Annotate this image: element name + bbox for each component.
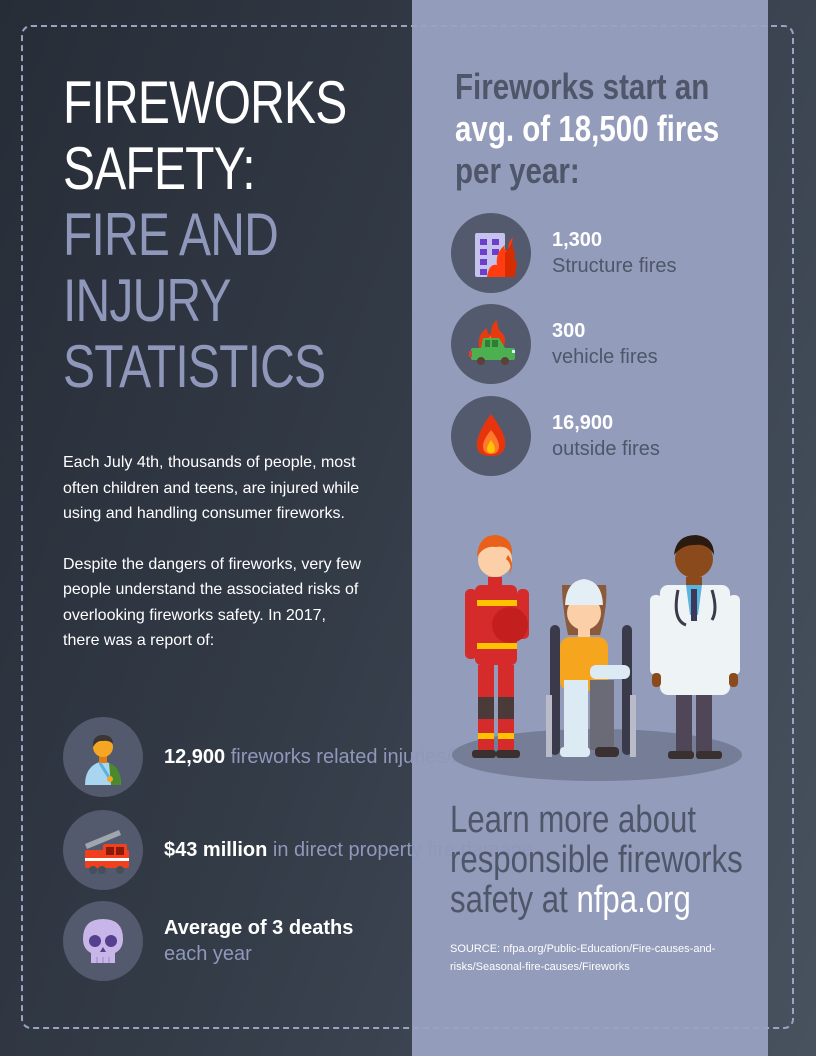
intro-paragraph-2: Despite the dangers of fireworks, very f…: [63, 555, 361, 650]
title-line-1: FIREWORKS: [63, 69, 347, 136]
stat-property-damage-text: $43 million in direct property fire dama…: [164, 839, 534, 861]
stat-deaths: Average of 3 deaths each year: [63, 901, 353, 981]
intro-text: Each July 4th, thousands of people, most…: [63, 450, 363, 654]
stat-vehicle-fires: 300 vehicle fires: [451, 304, 658, 384]
vehicle-fires-label: vehicle fires: [552, 346, 658, 368]
learn-more-text: Learn more about responsible fireworks s…: [450, 799, 743, 921]
injured-patient-figure: [546, 579, 636, 757]
title-line-2: SAFETY:: [63, 135, 256, 202]
stat-injuries: 12,900 fireworks related injuries/burns: [63, 717, 502, 797]
doctor-figure: [650, 535, 740, 759]
stat-outside-fires: 16,900 outside fires: [451, 396, 660, 476]
title-line-4: INJURY: [63, 267, 231, 334]
burning-vehicle-icon: [451, 304, 531, 384]
stat-deaths-text: Average of 3 deaths each year: [164, 917, 354, 965]
outside-fires-number: 16,900: [552, 412, 614, 434]
title-line-5: STATISTICS: [63, 333, 326, 400]
fire-truck-icon: [63, 810, 143, 890]
firefighter-figure: [465, 535, 529, 758]
stat-property-damage: $43 million in direct property fire dama…: [63, 810, 533, 890]
page-title: FIREWORKS SAFETY: FIRE AND INJURY STATIS…: [63, 69, 347, 400]
vehicle-fires-number: 300: [552, 320, 586, 342]
intro-paragraph-1: Each July 4th, thousands of people, most…: [63, 454, 360, 522]
stat-structure-fires: 1,300 Structure fires: [451, 213, 676, 293]
structure-fires-number: 1,300: [552, 229, 603, 251]
flame-icon: [451, 396, 531, 476]
skull-icon: [63, 901, 143, 981]
outside-fires-label: outside fires: [552, 438, 660, 460]
fires-heading: Fireworks start an avg. of 18,500 fires …: [455, 66, 720, 191]
right-panel: [412, 0, 768, 1056]
people-illustration: [450, 525, 750, 785]
source-citation: SOURCE: nfpa.org/Public-Education/Fire-c…: [450, 943, 716, 973]
nfpa-link[interactable]: nfpa.org: [576, 879, 691, 921]
stat-injuries-text: 12,900 fireworks related injuries/burns: [164, 746, 502, 768]
title-line-3: FIRE AND: [63, 201, 279, 268]
injured-person-icon: [63, 717, 143, 797]
structure-fires-label: Structure fires: [552, 255, 677, 277]
burning-building-icon: [451, 213, 531, 293]
